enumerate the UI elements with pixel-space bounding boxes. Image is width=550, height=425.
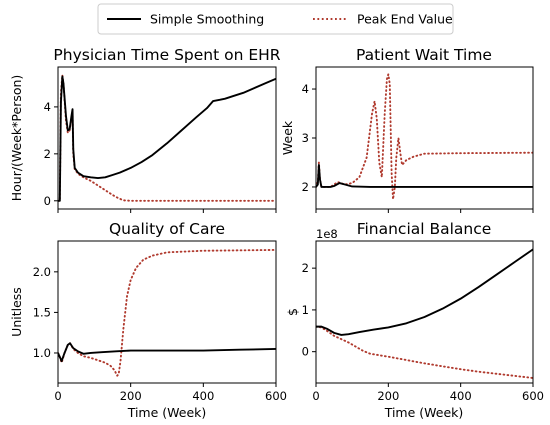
y-tick-label: 2 (44, 147, 51, 161)
panel-quality-of-care: Quality of Care Unitless Time (Week) 0 20… (9, 220, 287, 420)
axis-ticks: 0 200 400 600 0 1 2 (302, 261, 544, 403)
panel-title: Patient Wait Time (356, 46, 492, 64)
series-layer (316, 248, 533, 379)
panel-physician-time: Physician Time Spent on EHR Hour/(Week*P… (9, 46, 281, 213)
axis-ticks: 2 3 4 (302, 82, 534, 213)
series-line-simple-smoothing (58, 75, 276, 202)
x-tick-label: 600 (265, 389, 287, 403)
plot-frame (57, 66, 277, 210)
panel-financial-balance: Financial Balance 1e8 $ Time (Week) 0 200… (285, 220, 544, 420)
y-axis-label: $ (285, 308, 300, 316)
plot-frame (57, 240, 277, 384)
y-axis-label: Hour/(Week*Person) (9, 75, 24, 202)
y-tick-label: 2.0 (33, 265, 51, 279)
y-tick-label: 1 (302, 303, 309, 317)
y-tick-label: 4 (302, 82, 309, 96)
legend-label-peak-end-value: Peak End Value (357, 12, 453, 27)
x-tick-label: 600 (522, 389, 544, 403)
y-tick-label: 1.5 (33, 305, 51, 319)
series-layer (316, 73, 533, 201)
y-tick-label: 3 (302, 131, 309, 145)
x-tick-label: 200 (120, 389, 142, 403)
series-layer (58, 248, 276, 377)
panel-title: Quality of Care (109, 220, 225, 238)
x-tick-label: 400 (450, 389, 472, 403)
y-tick-label: 2 (302, 261, 309, 275)
x-axis-label: Time (Week) (384, 405, 464, 420)
series-layer (58, 74, 276, 202)
x-tick-label: 400 (192, 389, 214, 403)
y-axis-label: Unitless (9, 287, 24, 337)
series-line-peak-end-value (316, 325, 533, 379)
y-tick-label: 0 (44, 194, 51, 208)
x-tick-label: 200 (377, 389, 399, 403)
y-tick-label: 4 (44, 100, 51, 114)
axis-ticks: 0 2 4 (44, 100, 277, 213)
y-axis-label: Week (280, 120, 295, 155)
series-line-peak-end-value (316, 73, 533, 201)
panel-title: Physician Time Spent on EHR (53, 46, 280, 64)
x-tick-label: 0 (312, 389, 319, 403)
series-line-peak-end-value (58, 74, 276, 202)
legend-label-simple-smoothing: Simple Smoothing (150, 12, 264, 27)
legend-frame (97, 3, 454, 35)
legend: Simple Smoothing Peak End Value (97, 3, 454, 35)
series-line-simple-smoothing (316, 163, 533, 188)
series-line-peak-end-value (58, 248, 276, 377)
series-line-simple-smoothing (316, 248, 533, 336)
x-axis-label: Time (Week) (127, 405, 207, 420)
axis-ticks: 0 200 400 600 1.0 1.5 2.0 (33, 265, 287, 403)
x-tick-label: 0 (54, 389, 61, 403)
panel-patient-wait-time: Patient Wait Time Week 2 3 4 (280, 46, 534, 213)
y-scale-label: 1e8 (316, 227, 338, 241)
series-line-simple-smoothing (58, 342, 276, 363)
plot-frame (315, 240, 534, 384)
panel-title: Financial Balance (357, 220, 492, 238)
y-tick-label: 2 (302, 180, 309, 194)
y-tick-label: 1.0 (33, 346, 51, 360)
y-tick-label: 0 (302, 345, 309, 359)
plot-frame (315, 66, 534, 210)
